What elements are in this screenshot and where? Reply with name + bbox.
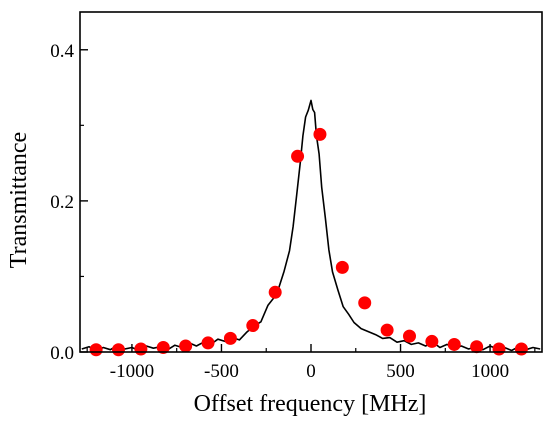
data-point: [246, 319, 260, 333]
data-point: [156, 340, 170, 354]
x-axis-label: Offset frequency [MHz]: [194, 391, 427, 417]
x-tick-label: -1000: [110, 361, 154, 382]
x-tick-label: 500: [386, 361, 415, 382]
y-axis-label: Transmittance: [6, 132, 32, 268]
data-point: [89, 343, 103, 357]
data-point: [470, 340, 484, 354]
data-point: [380, 323, 394, 337]
data-point: [492, 342, 506, 356]
plot-frame: [79, 11, 543, 353]
data-point: [268, 285, 282, 299]
plot-marks: [81, 99, 541, 357]
y-tick-label: 0.2: [50, 192, 74, 213]
data-point: [447, 337, 461, 351]
data-point: [291, 149, 305, 163]
data-point: [402, 329, 416, 343]
data-point: [335, 260, 349, 274]
data-point: [201, 336, 215, 350]
axis-ticks: -1000 -500 0 500 1000 0.0 0.2 0.4: [50, 41, 536, 382]
y-tick-label: 0.4: [50, 41, 74, 62]
x-tick-label: 1000: [471, 361, 509, 382]
data-point: [425, 334, 439, 348]
data-point: [358, 296, 372, 310]
data-point: [514, 342, 528, 356]
data-point: [313, 127, 327, 141]
data-point: [223, 331, 237, 345]
transmittance-trace: [81, 99, 541, 352]
x-tick-label: 0: [306, 361, 316, 382]
data-point: [112, 343, 125, 357]
y-tick-label: 0.0: [50, 343, 74, 364]
data-point: [134, 342, 148, 356]
data-point: [179, 339, 193, 353]
x-tick-label: -500: [204, 361, 239, 382]
